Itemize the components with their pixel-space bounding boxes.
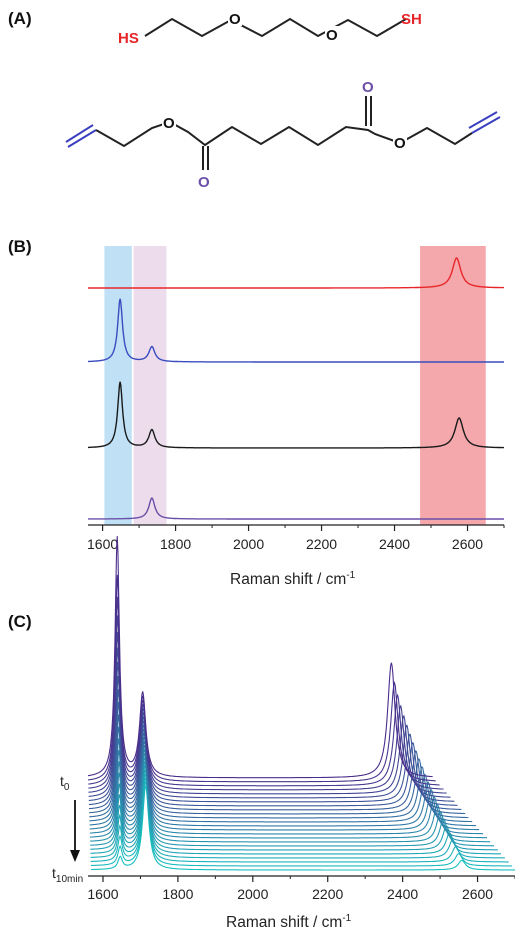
thiol-label-right: SH: [401, 11, 422, 28]
waterfall-trace-18: [90, 761, 494, 847]
panel-c-label: (C): [8, 612, 32, 631]
x-axis-title-b: Raman shift / cm-1: [230, 570, 356, 588]
time-start-label: t0: [60, 773, 70, 793]
ether-oxygen-2: O: [326, 27, 338, 44]
x-tick-label-b: 1600: [87, 536, 118, 552]
x-tick-label-c: 1600: [87, 886, 118, 902]
waterfall-trace-14: [89, 745, 480, 831]
chart-b: 1600 1800 2000 2200 2400 2600 Raman shift / c…: [87, 246, 505, 588]
time-arrow-head: [70, 850, 80, 862]
ester-oxygen-left: O: [163, 115, 175, 132]
x-axis-title-c: Raman shift / cm-1: [226, 913, 352, 931]
highlight-band-3: [420, 246, 486, 525]
dithiol-molecule: HS O O SH: [118, 10, 422, 47]
waterfall-trace-22: [90, 777, 509, 863]
time-end-label: t10min: [52, 865, 83, 885]
waterfall-trace-20: [90, 769, 501, 855]
thiol-label-left: HS: [118, 30, 139, 47]
ether-oxygen-1: O: [229, 11, 241, 28]
x-axis-ticks-b: 1600 1800 2000 2200 2400 2600: [87, 525, 505, 552]
x-tick-label-b: 2400: [379, 536, 410, 552]
spectrum-line-1: [88, 257, 505, 289]
diester-backbone: [95, 120, 473, 148]
waterfall-trace-15: [89, 749, 484, 835]
x-tick-label-c: 1800: [162, 886, 193, 902]
waterfall-trace-8: [88, 675, 458, 807]
x-tick-label-c: 2200: [312, 886, 343, 902]
spectrum-line-2: [88, 298, 504, 363]
waterfall-trace-24: [91, 785, 515, 871]
highlight-bands: [104, 246, 486, 525]
x-tick-label-b: 2600: [452, 536, 483, 552]
waterfall-trace-11: [89, 714, 469, 819]
x-tick-label-b: 2200: [306, 536, 337, 552]
waterfall-trace-23: [90, 781, 512, 867]
x-tick-label-b: 2000: [233, 536, 264, 552]
ester-oxygen-right: O: [394, 135, 406, 152]
waterfall-trace-7: [88, 661, 455, 803]
waterfall-trace-17: [90, 757, 491, 843]
waterfall-trace-12: [89, 726, 473, 823]
x-tick-label-c: 2400: [387, 886, 418, 902]
highlight-band-1: [104, 246, 132, 525]
waterfall-trace-10: [89, 702, 466, 815]
panel-b-label: (B): [8, 237, 32, 256]
diallyl-adipate-molecule: O O O O: [65, 79, 501, 191]
spectrum-line-4: [88, 497, 504, 520]
waterfall-trace-16: [90, 753, 487, 839]
waterfall-trace-21: [90, 773, 505, 859]
waterfall-trace-9: [89, 689, 462, 811]
waterfall-trace-1: [87, 536, 433, 779]
spectra-series: [88, 257, 505, 520]
x-tick-label-c: 2600: [462, 886, 493, 902]
waterfall-trace-13: [89, 738, 477, 827]
highlight-band-2: [133, 246, 167, 525]
x-tick-label-b: 1800: [160, 536, 191, 552]
chart-c: 1600 1800 2000 2200 2400 2600 Raman shift / c…: [52, 536, 515, 931]
waterfall-series: [87, 536, 515, 871]
panel-a-label: (A): [8, 9, 32, 28]
spectrum-line-3: [88, 381, 504, 449]
waterfall-trace-19: [90, 765, 498, 851]
carbonyl-oxygen-left: O: [198, 174, 210, 191]
x-axis-ticks-c: 1600 1800 2000 2200 2400 2600: [87, 876, 515, 902]
carbonyl-oxygen-right: O: [362, 79, 374, 96]
x-tick-label-c: 2000: [237, 886, 268, 902]
dithiol-backbone: [144, 17, 407, 38]
